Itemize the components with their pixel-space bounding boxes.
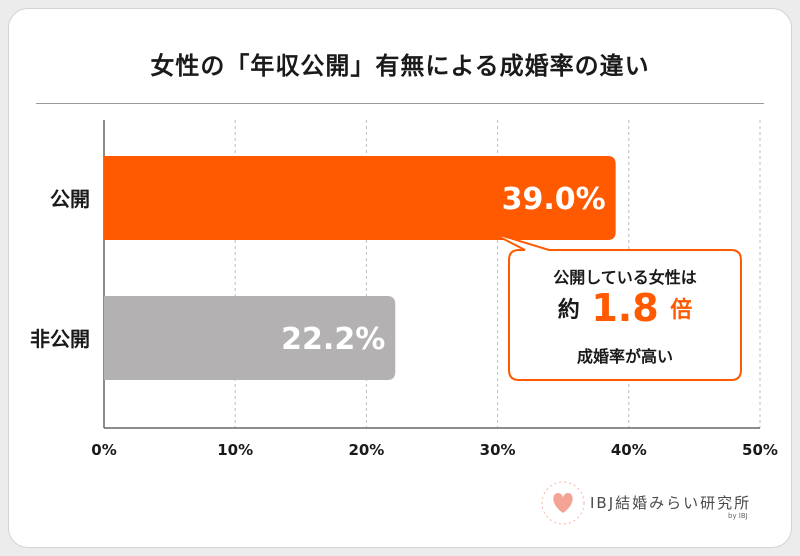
- heart-icon: [541, 481, 585, 525]
- logo-sub: by IBJ: [728, 512, 748, 520]
- bar-value-label-0: 39.0%: [502, 182, 606, 217]
- x-tick-label-30: 30%: [480, 441, 516, 459]
- x-tick-label-0: 0%: [91, 441, 116, 459]
- bar-0: [104, 156, 616, 240]
- x-tick-label-10: 10%: [217, 441, 253, 459]
- logo-text: IBJ結婚みらい研究所: [590, 494, 752, 512]
- annotation-line3: 成婚率が高い: [576, 347, 673, 366]
- ibj-logo: IBJ結婚みらい研究所 by IBJ: [540, 478, 780, 528]
- category-label-0: 公開: [50, 187, 90, 211]
- annotation-line2: 約 1.8 倍: [509, 286, 741, 336]
- category-label-1: 非公開: [30, 327, 90, 351]
- bar-1: [104, 296, 396, 380]
- x-tick-label-40: 40%: [611, 441, 647, 459]
- title-divider: [36, 103, 764, 104]
- annotation-callout: [489, 231, 742, 381]
- annotation-number: 1.8: [591, 286, 659, 330]
- annotation-prefix: 約: [557, 298, 580, 323]
- x-tick-label-50: 50%: [742, 441, 778, 459]
- bar-value-label-1: 22.2%: [281, 322, 385, 357]
- x-tick-label-20: 20%: [348, 441, 384, 459]
- annotation-line1: 公開している女性は: [553, 268, 697, 287]
- chart-title: 女性の「年収公開」有無による成婚率の違い: [150, 52, 650, 80]
- annotation-suffix: 倍: [670, 298, 693, 323]
